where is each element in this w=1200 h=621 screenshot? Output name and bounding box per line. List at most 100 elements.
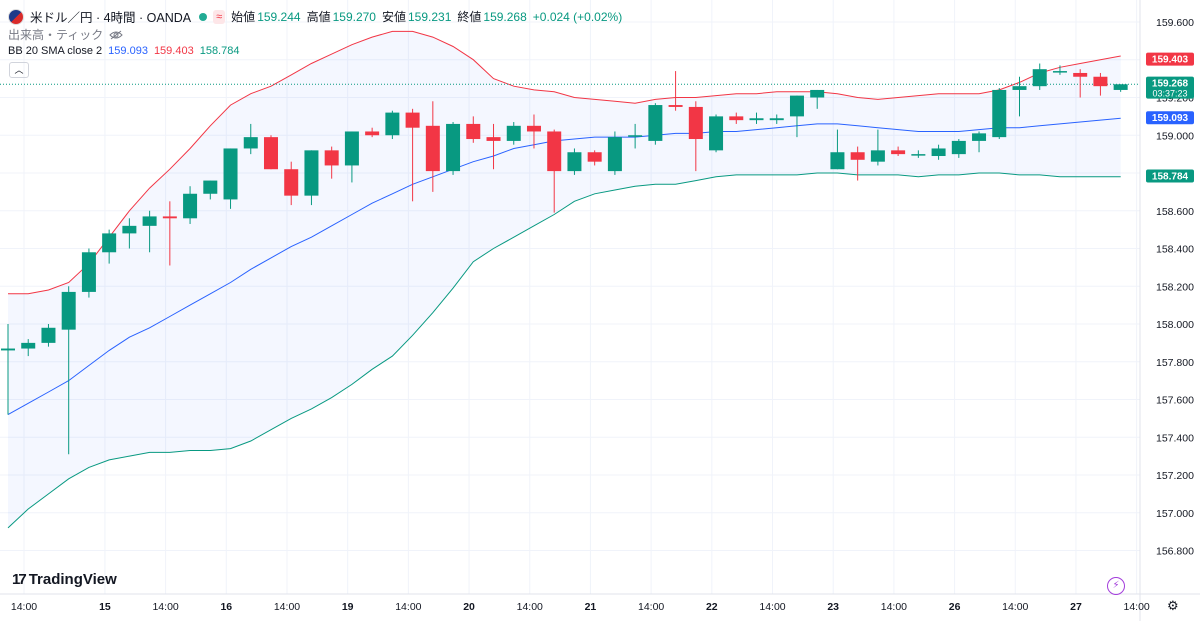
candle-body: [911, 154, 926, 156]
time-tick-label: 26: [949, 601, 961, 613]
candle-body: [870, 150, 885, 162]
settings-gear-icon[interactable]: ⚙: [1167, 598, 1179, 613]
candle: [628, 123, 643, 149]
candle-body: [567, 152, 582, 172]
time-tick-label: 14:00: [1124, 601, 1150, 613]
candle-body: [344, 131, 359, 166]
candle: [607, 131, 622, 175]
candle: [810, 89, 825, 109]
time-tick-label: 15: [99, 601, 111, 613]
candle: [81, 248, 96, 298]
time-tick-label: 21: [585, 601, 597, 613]
candle: [385, 110, 400, 140]
candle-body: [21, 342, 36, 349]
candle: [41, 324, 56, 347]
candle: [223, 148, 238, 209]
symbol-title[interactable]: 米ドル／円 · 4時間 · OANDA: [30, 11, 192, 25]
candle: [1073, 69, 1088, 98]
wave-icon[interactable]: ≈: [213, 9, 226, 24]
candle-body: [183, 193, 198, 219]
candle: [1113, 84, 1128, 92]
candle: [911, 150, 926, 158]
candlestick-series: [1, 63, 1128, 455]
candle: [405, 108, 420, 202]
volume-legend[interactable]: 出来高・ティック: [8, 26, 123, 43]
candle-body: [142, 216, 157, 226]
candle-body: [648, 105, 663, 141]
candle-body: [61, 291, 76, 330]
candle-body: [688, 106, 703, 140]
price-tick-label: 159.000: [1156, 130, 1194, 142]
open-label: 始値: [231, 10, 256, 24]
candle-body: [263, 137, 278, 170]
candle: [992, 88, 1007, 140]
candle: [425, 101, 440, 192]
candle-body: [972, 133, 987, 141]
candle: [951, 139, 966, 158]
candle-body: [81, 252, 96, 292]
candle: [547, 129, 562, 213]
candle: [122, 218, 137, 249]
candle: [486, 123, 501, 170]
candle: [749, 112, 764, 124]
time-tick-label: 14:00: [1002, 601, 1028, 613]
candle: [709, 114, 724, 153]
candle: [870, 129, 885, 166]
candle: [142, 210, 157, 253]
basis-tag-bg: [1146, 111, 1194, 125]
time-tick-label: 22: [706, 601, 718, 613]
candle-body: [405, 112, 420, 128]
time-tick-label: 14:00: [11, 601, 37, 613]
tradingview-logo-text: TradingView: [28, 571, 117, 588]
candle: [203, 180, 218, 200]
bollinger-upper-line: [8, 30, 1121, 295]
last-price-tag: 159.268: [1152, 79, 1189, 90]
candle-body: [1032, 69, 1047, 87]
candle-body: [425, 125, 440, 172]
candle: [587, 150, 602, 166]
candle: [1032, 63, 1047, 90]
time-tick-label: 19: [342, 601, 354, 613]
indicator-legend[interactable]: BB 20 SMA close 2 159.093 159.403 158.78…: [8, 45, 239, 57]
candle-body: [506, 125, 521, 141]
bollinger-lower-line: [7, 172, 1121, 529]
open-value: 159.244: [257, 9, 301, 24]
price-tick-label: 159.600: [1156, 17, 1194, 29]
candle: [931, 144, 946, 160]
lightning-icon[interactable]: ⚡: [1107, 577, 1125, 595]
candle: [446, 122, 461, 175]
candle: [21, 339, 36, 357]
countdown-label: 03:37:23: [1152, 89, 1187, 99]
candle-body: [162, 216, 177, 219]
candle: [466, 116, 481, 143]
candle: [850, 146, 865, 181]
high-value: 159.270: [332, 9, 376, 24]
candle-body: [324, 150, 339, 166]
candle-body: [1113, 84, 1128, 90]
candle: [304, 150, 319, 206]
price-tick-label: 158.600: [1156, 206, 1194, 218]
close-label: 終値: [457, 10, 482, 24]
tradingview-logo[interactable]: 17 TradingView: [12, 571, 117, 588]
candle: [567, 148, 582, 175]
candle-body: [1, 348, 15, 351]
candle: [1052, 65, 1067, 75]
volume-label: 出来高・ティック: [8, 28, 104, 42]
eye-hidden-icon[interactable]: [109, 30, 123, 40]
candle-body: [446, 123, 461, 172]
collapse-legend-button[interactable]: ︿: [9, 62, 29, 78]
price-tick-label: 157.800: [1156, 357, 1194, 369]
candle-body: [931, 148, 946, 157]
high-label: 高値: [306, 10, 331, 24]
time-tick-label: 14:00: [152, 601, 178, 613]
candle: [729, 112, 744, 124]
candle-body: [891, 150, 906, 155]
price-tick-label: 157.000: [1156, 508, 1194, 520]
time-tick-label: 27: [1070, 601, 1082, 613]
lower-band-tag: 158.784: [1152, 172, 1189, 183]
candle-body: [729, 116, 744, 121]
upper-band-tag: 159.403: [1152, 55, 1189, 66]
